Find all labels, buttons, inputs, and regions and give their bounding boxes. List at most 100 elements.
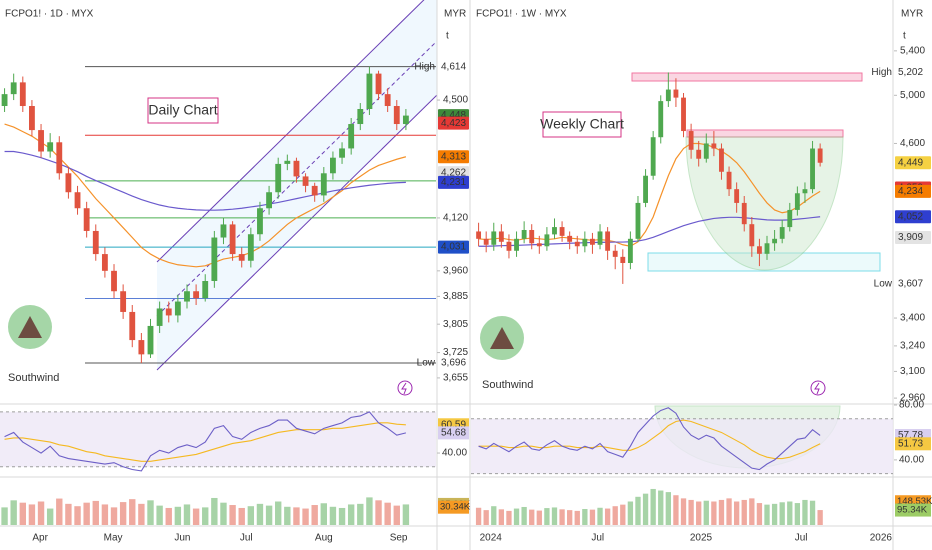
volume-bar	[764, 504, 770, 525]
x-tick-label: 2025	[690, 533, 713, 544]
volume-bar	[665, 492, 671, 525]
volume-bar	[529, 509, 535, 525]
price-tag-label: 4,449	[898, 157, 923, 168]
volume-bar	[101, 504, 109, 525]
chart-title: FCPO1! · 1D · MYX	[5, 9, 94, 20]
y-tick-label: 5,000	[900, 90, 925, 101]
candle-body	[275, 163, 282, 193]
moving-average	[4, 123, 407, 268]
price-tag	[438, 116, 469, 130]
candle-body	[101, 254, 108, 271]
rsi-signal	[478, 419, 821, 460]
candle-body	[129, 311, 136, 341]
volume-bar	[513, 508, 520, 525]
price-tag	[895, 277, 931, 291]
volume-tag-label: 30.34K	[440, 502, 471, 513]
channel-midline	[156, 40, 438, 317]
y-tick-label: 4,500	[443, 95, 468, 106]
volume-bar	[809, 500, 816, 525]
price-tag-label: 4,423	[441, 118, 466, 129]
volume-bar	[642, 493, 649, 525]
logo-tent	[18, 316, 42, 338]
candle-body	[552, 227, 557, 235]
volume-bar	[393, 505, 400, 525]
support-zone	[647, 252, 881, 272]
candle-body	[703, 143, 709, 159]
x-tick-label: Apr	[32, 533, 48, 544]
x-tick-label: May	[104, 533, 123, 544]
candle-body	[238, 254, 245, 261]
volume-bar	[220, 502, 227, 525]
price-tag-label: 4,231	[441, 177, 466, 188]
candle-body	[366, 73, 373, 109]
price-tag-label: 4,031	[441, 242, 466, 253]
volume-bar	[787, 501, 793, 525]
x-tick-label: 2024	[480, 533, 503, 544]
volume-bar	[749, 498, 755, 525]
volume-bar	[192, 508, 200, 525]
volume-bar	[779, 502, 785, 525]
volume-bar	[293, 507, 300, 525]
price-tag	[438, 166, 469, 180]
volume-bar	[688, 499, 694, 525]
candle-body	[772, 238, 778, 244]
candle-body	[627, 238, 633, 264]
volume-bar	[247, 506, 255, 525]
candle-body	[544, 234, 550, 247]
rsi-tick-label: 40.00	[899, 455, 924, 466]
alert-icon[interactable]	[397, 380, 413, 396]
candle-body	[597, 231, 603, 245]
volume-bar	[567, 510, 573, 525]
candle-body	[658, 101, 664, 138]
volume-bar	[696, 501, 702, 525]
candle-body	[756, 246, 762, 254]
volume-bar	[19, 502, 26, 525]
price-tag-label: 4,614	[441, 61, 466, 72]
annotation: Daily Chart	[148, 102, 217, 118]
price-tag	[895, 184, 931, 198]
candle-body	[19, 82, 26, 107]
volume-bar	[741, 499, 747, 525]
volume-bar	[604, 508, 611, 525]
candle-body	[120, 291, 127, 312]
volume-bar	[491, 506, 497, 525]
candle-body	[320, 173, 327, 196]
volume-bar	[37, 501, 45, 525]
candle-body	[696, 149, 702, 159]
volume-bar	[673, 495, 679, 525]
candle-body	[138, 340, 145, 355]
volume-bar	[366, 497, 373, 525]
candle-body	[92, 230, 99, 255]
rsi-line	[4, 411, 407, 472]
logo-tent	[490, 327, 514, 349]
volume-tag-label: 95.34K	[897, 505, 928, 516]
price-tag-label: 4,234	[898, 186, 923, 197]
volume-bar	[119, 502, 127, 525]
rsi-tag	[438, 426, 469, 440]
candle-body	[211, 237, 218, 281]
volume-bar	[680, 498, 687, 525]
candle-body	[111, 270, 117, 292]
price-tag-note: High	[414, 61, 435, 72]
candle-body	[174, 301, 181, 316]
candle-body	[47, 142, 54, 152]
volume-bar	[498, 509, 505, 525]
candle-body	[10, 82, 17, 95]
x-tick-label: Jun	[174, 533, 190, 544]
candle-body	[620, 256, 626, 264]
rsi-band	[0, 411, 436, 467]
rsi-tag-label: 51.73	[898, 438, 923, 449]
x-tick-label: Jul	[240, 533, 253, 544]
rsi-tick-label: 40.00	[442, 448, 467, 459]
price-tag	[438, 150, 469, 164]
candle-body	[483, 238, 489, 245]
candle-body	[794, 193, 800, 210]
price-tag-label: 4,448	[441, 110, 466, 121]
alert-icon[interactable]	[810, 380, 826, 396]
rsi-tag-label: 54.68	[441, 428, 466, 439]
volume-bar	[56, 498, 63, 525]
volume-tag	[438, 500, 469, 514]
volume-bar	[559, 509, 565, 525]
volume-bar	[284, 506, 291, 525]
volume-bar	[521, 506, 527, 525]
